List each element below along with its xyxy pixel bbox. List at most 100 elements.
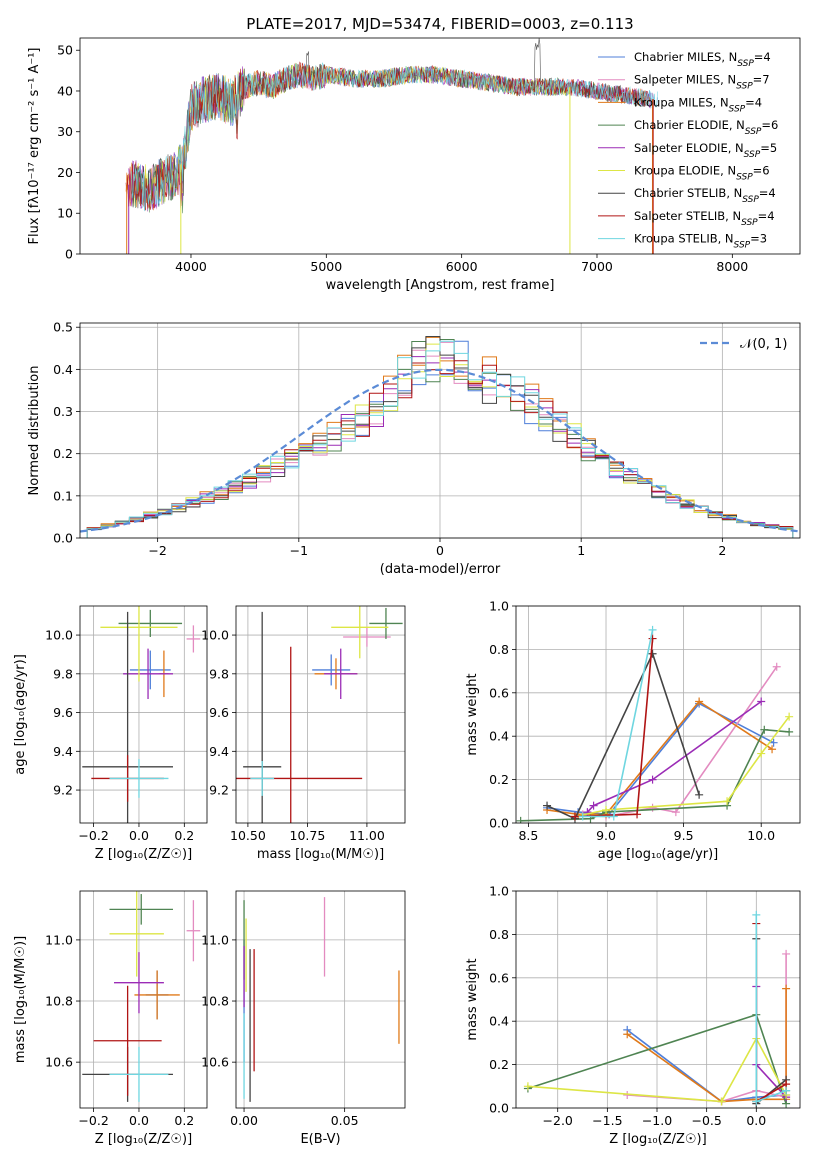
data-marker bbox=[757, 697, 766, 706]
legend-value: =6 bbox=[761, 118, 778, 132]
data-marker bbox=[760, 725, 769, 734]
legend-value: =4 bbox=[745, 95, 762, 109]
x-tick-label: 0.05 bbox=[331, 1113, 359, 1128]
x-tick-label: 0.0 bbox=[129, 1113, 149, 1128]
x-tick-label: −1.0 bbox=[642, 1113, 672, 1128]
y-tick-label: 10.6 bbox=[45, 1055, 73, 1070]
y-tick-label: 9.4 bbox=[53, 744, 73, 759]
histogram-9 bbox=[86, 340, 794, 538]
y-tick-label: 20 bbox=[57, 165, 73, 180]
data-marker bbox=[609, 812, 618, 821]
data-marker bbox=[695, 790, 704, 799]
data-marker bbox=[782, 949, 791, 958]
normal-curve bbox=[80, 368, 800, 533]
legend-subscript: SSP bbox=[741, 218, 758, 228]
data-marker bbox=[769, 738, 778, 747]
legend: 𝒩(0, 1) bbox=[700, 337, 787, 352]
data-marker bbox=[648, 625, 657, 634]
x-tick-label: 4000 bbox=[175, 259, 207, 274]
legend-subscript: SSP bbox=[729, 104, 746, 114]
plot-area bbox=[125, 38, 658, 254]
y-tick-label: 0.0 bbox=[489, 1101, 509, 1116]
x-tick-label: 6000 bbox=[446, 259, 478, 274]
data-marker bbox=[782, 1086, 791, 1095]
y-tick-label: 0.6 bbox=[489, 970, 509, 985]
y-axis-label: age [log₁₀(age/yr)] bbox=[13, 654, 28, 775]
panel-spectrum: 4000 5000 6000 7000 8000 0 10 20 30 40 50 wavelengt… bbox=[27, 37, 801, 293]
data-marker bbox=[602, 805, 611, 814]
x-tick-label: 10.75 bbox=[290, 828, 326, 843]
data-marker bbox=[633, 810, 642, 819]
x-tick-label: 5000 bbox=[310, 259, 342, 274]
data-marker bbox=[785, 712, 794, 721]
y-tick-label: 10.6 bbox=[201, 1055, 229, 1070]
legend-value: =5 bbox=[760, 141, 777, 155]
axes-frame bbox=[235, 890, 406, 1109]
panel-residuals: −2 −1 0 1 2 0.0 0.1 0.2 0.3 0.4 0.5 (data-model)/er… bbox=[27, 320, 801, 577]
x-tick-label: 10.0 bbox=[747, 828, 775, 843]
y-tick-label: 0.8 bbox=[489, 642, 509, 657]
x-axis-label: E(B-V) bbox=[300, 1132, 340, 1147]
x-tick-label: −2.0 bbox=[543, 1113, 573, 1128]
y-tick-label: 1.0 bbox=[489, 884, 509, 899]
x-axis-label: wavelength [Angstrom, rest frame] bbox=[326, 278, 555, 293]
x-tick-label: 0.00 bbox=[230, 1113, 258, 1128]
x-tick-label: 8.5 bbox=[518, 828, 538, 843]
y-tick-label: 9.8 bbox=[53, 666, 73, 681]
y-tick-label: 0.4 bbox=[53, 362, 73, 377]
data-marker bbox=[543, 801, 552, 810]
axes-frame bbox=[515, 605, 801, 824]
y-axis-label: mass weight bbox=[465, 958, 480, 1040]
data-marker bbox=[570, 812, 579, 821]
y-tick-label: 0.4 bbox=[489, 1014, 509, 1029]
x-tick-label: 8000 bbox=[716, 259, 748, 274]
data-marker bbox=[772, 662, 781, 671]
y-tick-label: 9.8 bbox=[209, 666, 229, 681]
y-tick-label: 40 bbox=[57, 83, 73, 98]
y-tick-label: 9.6 bbox=[209, 705, 229, 720]
x-tick-label: −0.2 bbox=[78, 1113, 108, 1128]
data-marker bbox=[648, 634, 657, 643]
axes-frame bbox=[515, 890, 801, 1109]
panel-age_vs_Z: −0.2 0.0 0.2 9.2 9.4 9.6 9.8 10.0 Z [log₁₀(Z/Z☉)… bbox=[13, 605, 208, 862]
data-marker bbox=[723, 797, 732, 806]
axes-frame bbox=[79, 890, 208, 1109]
axes-frame bbox=[79, 322, 801, 539]
x-tick-label: 2 bbox=[718, 543, 726, 558]
y-tick-label: 0.1 bbox=[53, 488, 73, 503]
data-marker bbox=[782, 984, 791, 993]
data-marker bbox=[752, 910, 761, 919]
x-tick-label: 10.50 bbox=[230, 828, 266, 843]
x-tick-label: 9.0 bbox=[596, 828, 616, 843]
y-tick-label: 0.4 bbox=[489, 729, 509, 744]
y-axis-label: mass weight bbox=[465, 673, 480, 755]
panel-mass_weight_vs_Z: −2.0 −1.5 −1.0 −0.5 0.0 0.0 0.2 0.4 0.6 0.8 1.0 Z [… bbox=[465, 884, 801, 1147]
x-tick-label: −1.5 bbox=[592, 1113, 622, 1128]
y-tick-label: 10.0 bbox=[45, 628, 73, 643]
legend-value: =4 bbox=[754, 50, 771, 64]
x-axis-label: (data-model)/error bbox=[380, 562, 501, 577]
data-marker bbox=[757, 749, 766, 758]
series-line bbox=[586, 700, 762, 813]
legend-value: =7 bbox=[753, 73, 770, 87]
data-marker bbox=[623, 1030, 632, 1039]
legend-subscript: SSP bbox=[744, 150, 761, 160]
y-tick-label: 0.8 bbox=[489, 927, 509, 942]
plot-area bbox=[523, 910, 791, 1108]
y-tick-label: 0.6 bbox=[489, 685, 509, 700]
data-marker bbox=[523, 1082, 532, 1091]
panel-mass_vs_EBV: 0.00 0.05 10.6 10.8 11.0 E(B-V) bbox=[201, 890, 406, 1147]
legend-subscript: SSP bbox=[742, 195, 759, 205]
data-marker bbox=[578, 812, 587, 821]
x-tick-label: 0.0 bbox=[746, 1113, 766, 1128]
legend-subscript: SSP bbox=[737, 59, 754, 69]
x-axis-label: age [log₁₀(age/yr)] bbox=[598, 847, 719, 862]
y-axis-label: Flux [fλ10⁻¹⁷ erg cm⁻² s⁻¹ A⁻¹] bbox=[27, 48, 42, 245]
x-tick-label: −1 bbox=[290, 543, 308, 558]
y-tick-label: 9.4 bbox=[209, 744, 229, 759]
y-tick-label: 0.2 bbox=[489, 1057, 509, 1072]
panel-mass_vs_Z: −0.2 0.0 0.2 10.6 10.8 11.0 Z [log₁₀(Z/Z☉)] mas… bbox=[13, 890, 208, 1147]
x-tick-label: 0 bbox=[436, 543, 444, 558]
y-tick-label: 10.8 bbox=[201, 994, 229, 1009]
x-tick-label: 9.5 bbox=[674, 828, 694, 843]
